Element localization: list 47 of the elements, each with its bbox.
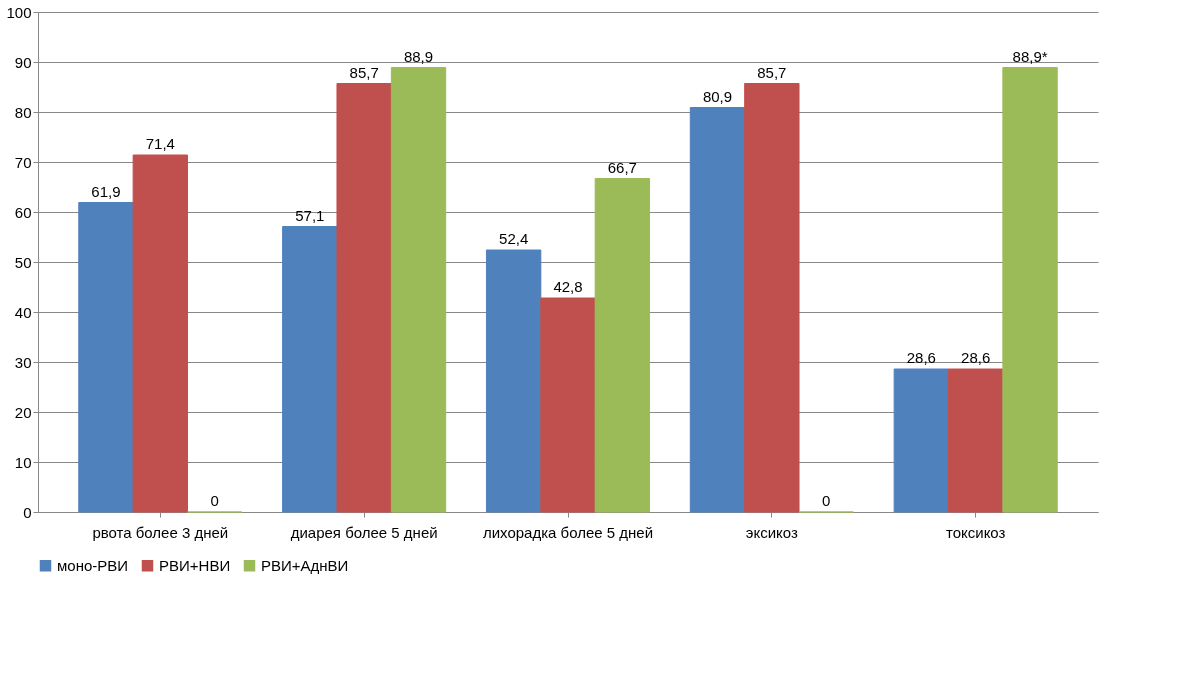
y-tick-label: 10 (14, 453, 32, 471)
data-label: 61,9 (91, 182, 121, 200)
data-label: 66,7 (607, 158, 637, 176)
bar (893, 368, 950, 513)
legend-label: моно-РВИ (57, 556, 129, 574)
bar (594, 178, 651, 513)
data-label: 85,7 (349, 63, 379, 81)
x-tick-label: токсикоз (945, 523, 1006, 541)
bar (540, 297, 596, 513)
x-tick-label: лихорадка более 5 дней (482, 523, 654, 541)
y-tick-label: 80 (14, 103, 32, 121)
y-tick-label: 30 (14, 353, 32, 371)
bar (744, 83, 800, 513)
y-tick-label: 100 (6, 3, 32, 21)
data-label: 0 (822, 492, 831, 509)
x-tick-label: эксикоз (745, 523, 798, 541)
bar (336, 83, 392, 513)
data-label: 28,6 (961, 349, 991, 366)
data-label: 57,1 (295, 206, 325, 224)
y-tick-label: 90 (14, 53, 32, 71)
bar (485, 249, 542, 513)
bar (689, 107, 746, 513)
y-tick-label: 50 (14, 253, 32, 271)
bar (1002, 67, 1058, 513)
data-label: 71,4 (145, 135, 175, 152)
data-label: 0 (210, 492, 219, 509)
data-label: 42,8 (553, 278, 583, 295)
y-tick-label: 20 (14, 403, 32, 421)
legend-label: РВИ+НВИ (159, 556, 231, 574)
data-label: 85,7 (757, 63, 787, 81)
x-tick-label: рвота более 3 дней (92, 523, 229, 541)
bar (132, 154, 188, 513)
data-label: 52,4 (499, 230, 529, 247)
bar (78, 202, 134, 513)
data-label: 88,9* (1012, 47, 1048, 65)
x-tick-label: диарея более 5 дней (290, 523, 438, 541)
data-label: 88,9 (403, 47, 434, 65)
legend-label: РВИ+АднВИ (261, 556, 349, 574)
y-tick-label: 70 (14, 153, 32, 171)
bar (390, 67, 447, 513)
data-label: 28,6 (906, 349, 936, 366)
y-tick-label: 60 (14, 203, 32, 221)
bar (282, 226, 338, 513)
y-tick-label: 40 (14, 303, 32, 321)
y-tick-label: 0 (23, 503, 32, 521)
data-label: 80,9 (702, 87, 733, 105)
bar (948, 368, 1004, 513)
